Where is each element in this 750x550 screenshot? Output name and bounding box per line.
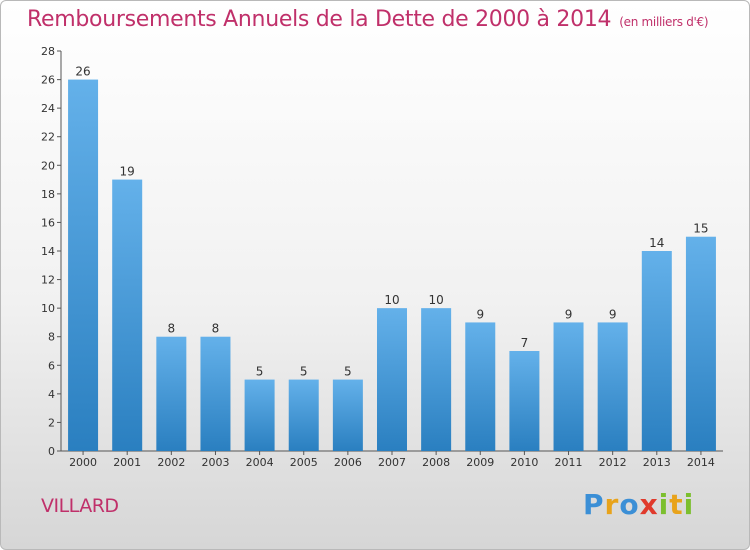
y-tick-label: 28 xyxy=(41,45,55,58)
y-tick-label: 24 xyxy=(41,102,55,115)
bar xyxy=(641,251,672,451)
bar xyxy=(421,308,452,451)
x-tick-label: 2001 xyxy=(113,456,141,469)
place-name: VILLARD xyxy=(41,495,119,517)
x-tick-label: 2002 xyxy=(157,456,185,469)
x-tick-label: 2014 xyxy=(687,456,715,469)
proxiti-logo: Proxiti xyxy=(583,488,695,521)
bar xyxy=(509,351,540,451)
y-tick-label: 26 xyxy=(41,74,55,87)
y-tick-label: 16 xyxy=(41,216,55,229)
bar-value-label: 10 xyxy=(384,293,399,307)
x-tick-label: 2012 xyxy=(599,456,627,469)
bar-value-label: 5 xyxy=(344,365,352,379)
bar xyxy=(244,379,275,451)
bar-value-label: 9 xyxy=(609,307,617,321)
x-tick-label: 2008 xyxy=(422,456,450,469)
bar-value-label: 8 xyxy=(168,322,176,336)
bar-value-label: 7 xyxy=(521,336,529,350)
y-tick-label: 20 xyxy=(41,159,55,172)
chart-title: Remboursements Annuels de la Dette de 20… xyxy=(27,7,709,32)
x-tick-label: 2010 xyxy=(510,456,538,469)
y-tick-label: 4 xyxy=(48,388,55,401)
x-tick-label: 2007 xyxy=(378,456,406,469)
bar xyxy=(465,322,496,451)
bar-value-label: 9 xyxy=(565,307,573,321)
bar-value-label: 15 xyxy=(693,222,708,236)
bar-value-label: 14 xyxy=(649,236,664,250)
bar xyxy=(288,379,319,451)
x-tick-label: 2004 xyxy=(246,456,274,469)
bar xyxy=(332,379,363,451)
bar-value-label: 5 xyxy=(300,365,308,379)
bar xyxy=(377,308,407,451)
y-tick-label: 18 xyxy=(41,188,55,201)
x-tick-label: 2000 xyxy=(69,456,97,469)
x-tick-label: 2003 xyxy=(201,456,229,469)
y-tick-label: 12 xyxy=(41,274,55,287)
bar xyxy=(68,79,99,452)
y-tick-label: 8 xyxy=(48,331,55,344)
x-tick-label: 2009 xyxy=(466,456,494,469)
x-tick-label: 2006 xyxy=(334,456,362,469)
bar xyxy=(597,322,628,451)
bar xyxy=(553,322,584,451)
chart-value-labels: 26 19 8 8 5 5 5 10 10 9 7 9 9 14 15 xyxy=(75,65,708,379)
y-tick-label: 2 xyxy=(48,416,55,429)
bar-value-label: 26 xyxy=(75,65,90,79)
y-tick-label: 14 xyxy=(41,245,55,258)
y-tick-label: 10 xyxy=(41,302,55,315)
bar-value-label: 5 xyxy=(256,365,264,379)
bar xyxy=(200,336,231,451)
y-tick-label: 22 xyxy=(41,131,55,144)
bar-value-label: 10 xyxy=(428,293,443,307)
bar xyxy=(112,179,143,452)
x-tick-label: 2013 xyxy=(643,456,671,469)
y-tick-label: 6 xyxy=(48,359,55,372)
y-tick-label: 0 xyxy=(48,445,55,458)
chart-subtitle: (en milliers d'€) xyxy=(619,15,709,29)
x-tick-label: 2005 xyxy=(290,456,318,469)
bar xyxy=(685,236,716,451)
bar-value-label: 9 xyxy=(476,307,484,321)
bar-value-label: 8 xyxy=(212,322,220,336)
bar-value-label: 19 xyxy=(120,165,135,179)
chart-bars xyxy=(68,79,716,452)
x-tick-label: 2011 xyxy=(555,456,583,469)
chart-title-text: Remboursements Annuels de la Dette de 20… xyxy=(27,7,612,32)
bar xyxy=(156,336,187,451)
